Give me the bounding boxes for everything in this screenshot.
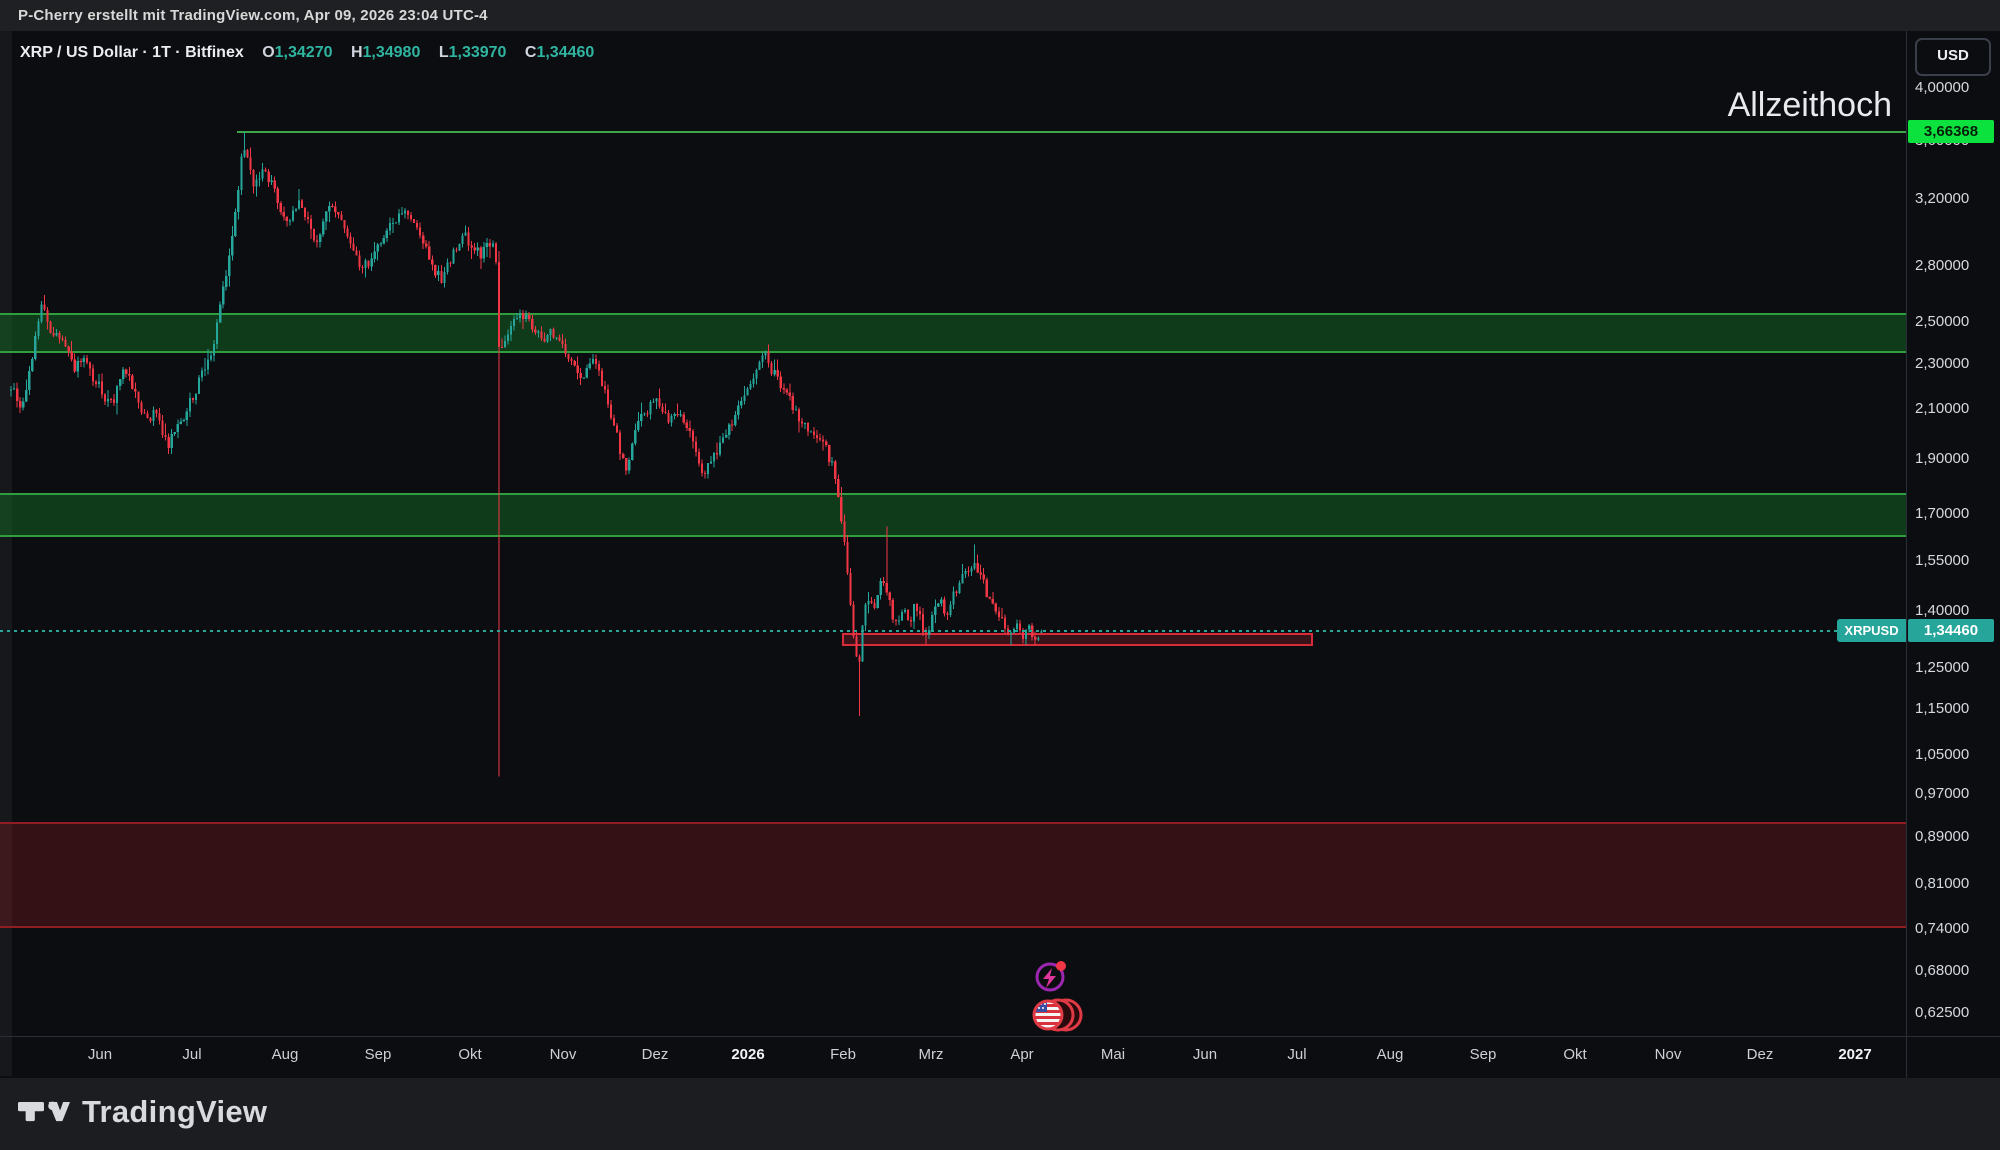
ath-annotation-text[interactable]: Allzeithoch: [1727, 86, 1892, 124]
time-axis-month-label: Sep: [364, 1046, 392, 1063]
time-axis-month-label: Dez: [641, 1046, 669, 1063]
current-price-line: [0, 630, 1906, 633]
time-axis-month-label: Sep: [1469, 1046, 1497, 1063]
currency-toggle-button[interactable]: USD: [1915, 38, 1991, 76]
high-label: H: [350, 44, 363, 61]
price-tick: 3,20000: [1915, 190, 1970, 208]
ath-price-label: 3,66368: [1908, 119, 1994, 143]
time-axis-month-label: Okt: [458, 1046, 482, 1063]
current-price-label: 1,34460: [1908, 619, 1994, 643]
price-tick: 2,30000: [1915, 354, 1970, 372]
price-tick: 0,68000: [1915, 962, 1970, 980]
price-tick: 4,00000: [1915, 79, 1970, 96]
price-tick: 0,62500: [1915, 1004, 1970, 1022]
symbol-price-tag: XRPUSD: [1837, 619, 1906, 643]
time-axis-month-label: Okt: [1563, 1046, 1587, 1063]
price-tick: 1,40000: [1915, 602, 1970, 620]
time-axis-month-label: Nov: [549, 1046, 577, 1063]
price-tick: 2,80000: [1915, 256, 1970, 274]
time-axis-month-label: Dez: [1746, 1046, 1774, 1063]
consolidation-box[interactable]: [842, 632, 1313, 646]
price-axis[interactable]: USD 4,000003,600003,200002,800002,500002…: [1906, 31, 2000, 1036]
price-tick: 1,55000: [1915, 551, 1970, 569]
price-tick: 0,89000: [1915, 828, 1970, 845]
price-tick: 1,15000: [1915, 700, 1970, 718]
time-axis-month-label: Jun: [1192, 1046, 1218, 1063]
low-value: 1,33970: [448, 44, 507, 61]
time-axis[interactable]: Jun Jul Aug Sep Okt Nov Dez 2026 Feb Mrz Apr Mai Jun…: [0, 1036, 2000, 1079]
time-axis-month-label: Feb: [830, 1046, 856, 1063]
axis-corner-separator: [1906, 1037, 1907, 1079]
symbol-header[interactable]: XRP / US Dollar · 1T · Bitfinex O1,34270…: [20, 44, 594, 62]
close-value: 1,34460: [536, 44, 595, 61]
footer-bar: TradingView: [0, 1078, 2000, 1150]
time-axis-year-label: 2027: [1838, 1046, 1872, 1063]
time-axis-month-label: Apr: [1010, 1046, 1034, 1063]
low-label: L: [438, 44, 449, 61]
left-pane-edge: [0, 31, 12, 1076]
time-axis-month-label: Aug: [1376, 1046, 1404, 1063]
price-tick: 0,97000: [1915, 785, 1970, 803]
time-axis-month-label: Nov: [1654, 1046, 1682, 1063]
resistance-zone[interactable]: [0, 313, 1906, 354]
time-axis-month-label: Mrz: [918, 1046, 944, 1063]
time-axis-month-label: Jul: [182, 1046, 202, 1063]
price-tick: 2,50000: [1915, 313, 1970, 331]
price-tick: 1,05000: [1915, 745, 1970, 763]
flash-event-icon[interactable]: [1035, 961, 1066, 992]
open-value: 1,34270: [274, 44, 333, 61]
close-label: C: [524, 44, 537, 61]
symbol-title[interactable]: XRP / US Dollar · 1T · Bitfinex: [20, 44, 244, 61]
time-axis-year-label: 2026: [731, 1046, 765, 1063]
tradingview-brand[interactable]: TradingView: [18, 1094, 267, 1130]
attribution-bar: P-Cherry erstellt mit TradingView.com, A…: [0, 0, 2000, 31]
high-value: 1,34980: [362, 44, 421, 61]
all-time-high-line[interactable]: [237, 130, 1906, 133]
time-axis-month-label: Jul: [1287, 1046, 1307, 1063]
time-axis-month-label: Aug: [271, 1046, 299, 1063]
price-tick: 1,25000: [1915, 658, 1970, 676]
price-tick: 1,70000: [1915, 505, 1970, 523]
open-label: O: [262, 44, 275, 61]
price-tick: 1,90000: [1915, 450, 1970, 468]
price-tick: 2,10000: [1915, 400, 1970, 418]
resistance-zone[interactable]: [0, 492, 1906, 537]
price-tick: 0,81000: [1915, 874, 1970, 892]
tradingview-wordmark: TradingView: [82, 1094, 268, 1129]
tradingview-logo-icon: [18, 1101, 70, 1122]
support-zone[interactable]: [0, 822, 1906, 928]
time-axis-month-label: Mai: [1100, 1046, 1126, 1063]
price-tick: 0,74000: [1915, 919, 1970, 937]
time-axis-month-label: Jun: [87, 1046, 113, 1063]
attribution-text: P-Cherry erstellt mit TradingView.com, A…: [18, 7, 488, 24]
us-economic-event-icon[interactable]: [1032, 998, 1083, 1032]
